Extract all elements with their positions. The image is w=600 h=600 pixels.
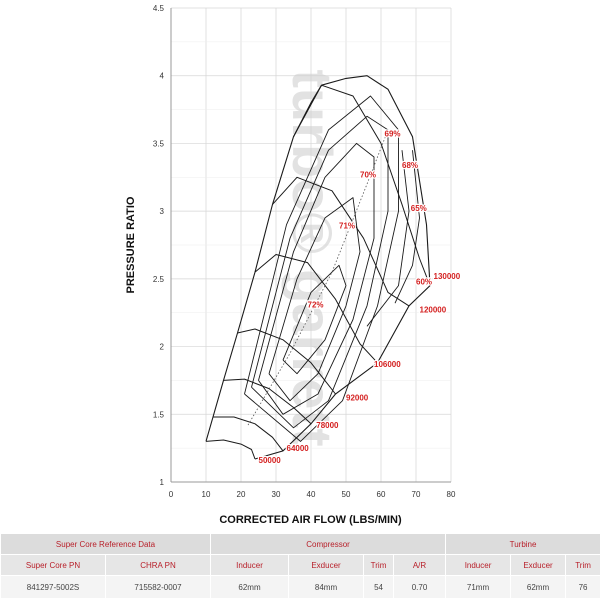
efficiency-islands xyxy=(244,95,420,442)
y-tick-label: 2 xyxy=(160,343,165,352)
super-core-reference-table: Super Core Reference Data Compressor Tur… xyxy=(0,533,600,599)
data-label-92000: 92000 xyxy=(346,394,369,403)
y-tick-label: 2.5 xyxy=(153,275,165,284)
efficiency-island-70pct xyxy=(258,142,375,415)
axes: 0 10 20 30 40 50 60 70 80 1 1.5 2 2.5 3 3.5 4 4.5 xyxy=(153,4,456,499)
data-label-69pct: 69% xyxy=(385,130,401,139)
column-header: Super Core PN xyxy=(0,554,106,576)
column-header: Exducer xyxy=(510,554,567,576)
speed-line-106000 xyxy=(254,254,378,364)
speed-line-120000 xyxy=(272,176,410,307)
table-row: 841297-5002S 715582-0007 62mm 84mm 54 0.… xyxy=(0,575,600,599)
table-column-header-row: Super Core PN CHRA PN Inducer Exducer Tr… xyxy=(0,554,600,576)
x-tick-label: 70 xyxy=(412,490,421,499)
data-label-50000: 50000 xyxy=(259,456,282,465)
data-label-78000: 78000 xyxy=(316,421,339,430)
x-axis-title: CORRECTED AIR FLOW (LBS/MIN) xyxy=(219,514,402,526)
data-label-65pct: 65% xyxy=(411,204,427,213)
efficiency-island-65pct xyxy=(366,150,410,327)
table-cell: 62mm xyxy=(510,575,567,599)
y-tick-label: 4.5 xyxy=(153,4,165,13)
table-cell: 841297-5002S xyxy=(0,575,106,599)
speed-line-64000 xyxy=(213,416,284,452)
x-tick-label: 60 xyxy=(377,490,386,499)
x-tick-label: 20 xyxy=(237,490,246,499)
data-labels: 69% 70% 68% 65% 71% 60%130000 120000 72% 106000 9… xyxy=(257,128,462,466)
table-cell: 76 xyxy=(565,575,600,599)
data-label-64000: 64000 xyxy=(287,444,310,453)
efficiency-island-72pct xyxy=(282,264,347,375)
efficiency-island-71pct xyxy=(268,197,361,402)
turbine-header: Turbine xyxy=(445,533,600,555)
efficiency-island-69pct xyxy=(251,115,389,429)
reference-data-header: Super Core Reference Data xyxy=(0,533,212,555)
surge-line xyxy=(205,84,322,442)
column-header: Exducer xyxy=(288,554,365,576)
speed-line-50000 xyxy=(205,439,256,460)
x-tick-label: 40 xyxy=(307,490,316,499)
column-header: CHRA PN xyxy=(104,554,212,576)
data-label-130000: 130000 xyxy=(434,272,461,281)
x-tick-label: 80 xyxy=(447,490,456,499)
table-group-header-row: Super Core Reference Data Compressor Tur… xyxy=(0,533,600,555)
x-tick-label: 30 xyxy=(272,490,281,499)
choke-line xyxy=(254,75,431,460)
table-cell: 715582-0007 xyxy=(104,575,212,599)
column-header: Inducer xyxy=(210,554,290,576)
table-cell: 84mm xyxy=(288,575,365,599)
y-tick-label: 3.5 xyxy=(153,139,165,148)
efficiency-island-60pct xyxy=(394,150,420,304)
data-label-60pct: 60% xyxy=(416,277,432,286)
table-cell: 62mm xyxy=(210,575,290,599)
data-label-70pct: 70% xyxy=(360,170,376,179)
y-tick-label: 4 xyxy=(160,72,165,81)
column-header: Trim xyxy=(363,554,395,576)
data-label-68pct: 68% xyxy=(402,161,418,170)
column-header: Trim xyxy=(565,554,600,576)
data-label-72pct: 72% xyxy=(308,300,324,309)
data-label-120000: 120000 xyxy=(420,306,447,315)
speed-line-92000 xyxy=(237,328,336,395)
data-label-71pct: 71% xyxy=(339,222,355,231)
y-axis-title: PRESSURE RATIO xyxy=(125,196,137,294)
compressor-header: Compressor xyxy=(210,533,447,555)
x-tick-label: 0 xyxy=(169,490,174,499)
data-label-106000: 106000 xyxy=(374,360,401,369)
table-cell: 71mm xyxy=(445,575,512,599)
column-header: Inducer xyxy=(445,554,512,576)
y-tick-label: 1 xyxy=(160,478,165,487)
y-tick-label: 1.5 xyxy=(153,410,165,419)
table-cell: 0.70 xyxy=(393,575,447,599)
table-cell: 54 xyxy=(363,575,395,599)
column-header: A/R xyxy=(393,554,447,576)
y-tick-label: 3 xyxy=(160,207,165,216)
x-tick-label: 50 xyxy=(342,490,351,499)
x-tick-label: 10 xyxy=(202,490,211,499)
efficiency-island-68pct xyxy=(244,95,399,442)
speed-lines xyxy=(205,75,431,460)
